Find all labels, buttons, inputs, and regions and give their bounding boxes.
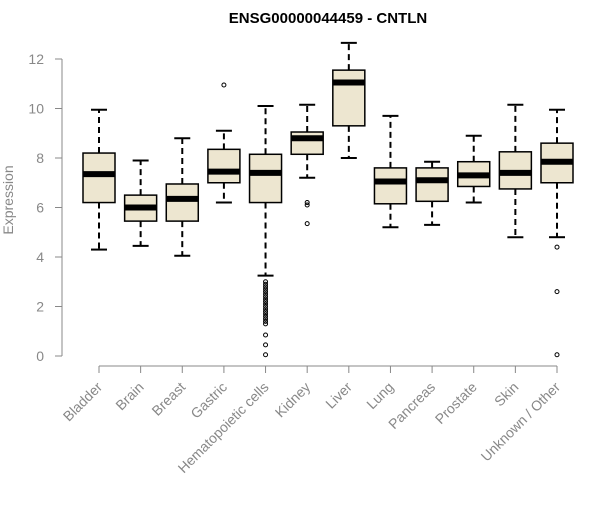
outlier-point: [554, 289, 560, 295]
outlier-point: [263, 281, 269, 287]
outlier-point: [263, 352, 269, 358]
outlier-point: [554, 244, 560, 250]
outlier-point: [263, 289, 269, 295]
box-kidney: [290, 103, 324, 227]
y-tick-label: 4: [36, 249, 44, 265]
x-tick-label: Skin: [491, 379, 522, 410]
outlier-point: [221, 82, 227, 88]
outlier-point: [263, 313, 269, 319]
x-tick-label: Unknown / Other: [478, 379, 564, 465]
iqr-box: [207, 148, 241, 184]
outlier-point: [263, 308, 269, 314]
outlier-point: [263, 286, 269, 292]
outlier-point: [263, 279, 269, 285]
y-axis: 0 2 4 6 8 10 12: [28, 51, 63, 364]
outlier-point: [263, 306, 269, 312]
outlier-point: [304, 202, 310, 208]
x-tick-label: Lung: [363, 379, 396, 412]
y-tick-label: 10: [28, 101, 44, 117]
iqr-box: [415, 167, 449, 203]
outlier-point: [263, 311, 269, 317]
outlier-point: [263, 299, 269, 305]
box-prostate: [456, 134, 491, 204]
x-tick-label: Prostate: [432, 379, 480, 427]
box-brain: [123, 159, 158, 247]
chart-title: ENSG00000044459 - CNTLN: [229, 10, 427, 27]
y-tick-label: 0: [36, 348, 44, 364]
box-lung: [373, 114, 408, 229]
iqr-box: [82, 152, 116, 204]
outlier-point: [263, 294, 269, 300]
x-tick-label: Breast: [148, 379, 188, 419]
box-liver: [332, 41, 366, 159]
outlier-point: [263, 291, 269, 297]
outlier-point: [304, 200, 310, 206]
box-bladder: [82, 108, 116, 251]
y-tick-label: 2: [36, 299, 44, 315]
outlier-point: [263, 321, 269, 327]
x-tick-label: Bladder: [60, 379, 106, 425]
box-pancreas: [415, 160, 449, 226]
iqr-box: [373, 167, 408, 205]
outlier-point: [554, 352, 560, 358]
y-tick-label: 8: [36, 150, 44, 166]
outlier-point: [304, 221, 310, 227]
boxes-group: [82, 41, 574, 358]
y-tick-label: 12: [28, 51, 44, 67]
box-breast: [165, 137, 200, 257]
y-tick-label: 6: [36, 200, 44, 216]
x-tick-label: Brain: [112, 379, 146, 413]
outlier-point: [263, 332, 269, 338]
outlier-point: [263, 342, 269, 348]
box-gastric: [207, 82, 241, 204]
box-unknown-other: [540, 108, 574, 358]
outlier-point: [263, 316, 269, 322]
box-skin: [498, 103, 533, 239]
outlier-point: [263, 301, 269, 307]
outlier-point: [263, 296, 269, 302]
outlier-point: [263, 304, 269, 309]
iqr-box: [248, 153, 283, 204]
iqr-box: [165, 183, 200, 222]
box-hematopoietic-cells: [248, 105, 283, 358]
iqr-box: [332, 69, 366, 127]
outlier-point: [263, 284, 269, 290]
outlier-point: [263, 318, 269, 324]
x-tick-label: Kidney: [272, 379, 314, 421]
y-axis-label: Expression: [0, 165, 16, 234]
x-tick-label: Liver: [322, 379, 355, 412]
